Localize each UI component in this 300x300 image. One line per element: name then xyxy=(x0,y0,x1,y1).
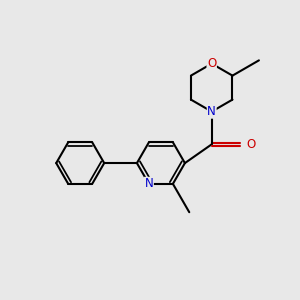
Text: N: N xyxy=(145,177,153,190)
Text: O: O xyxy=(246,138,256,151)
Text: N: N xyxy=(207,105,216,118)
Text: O: O xyxy=(207,57,216,70)
